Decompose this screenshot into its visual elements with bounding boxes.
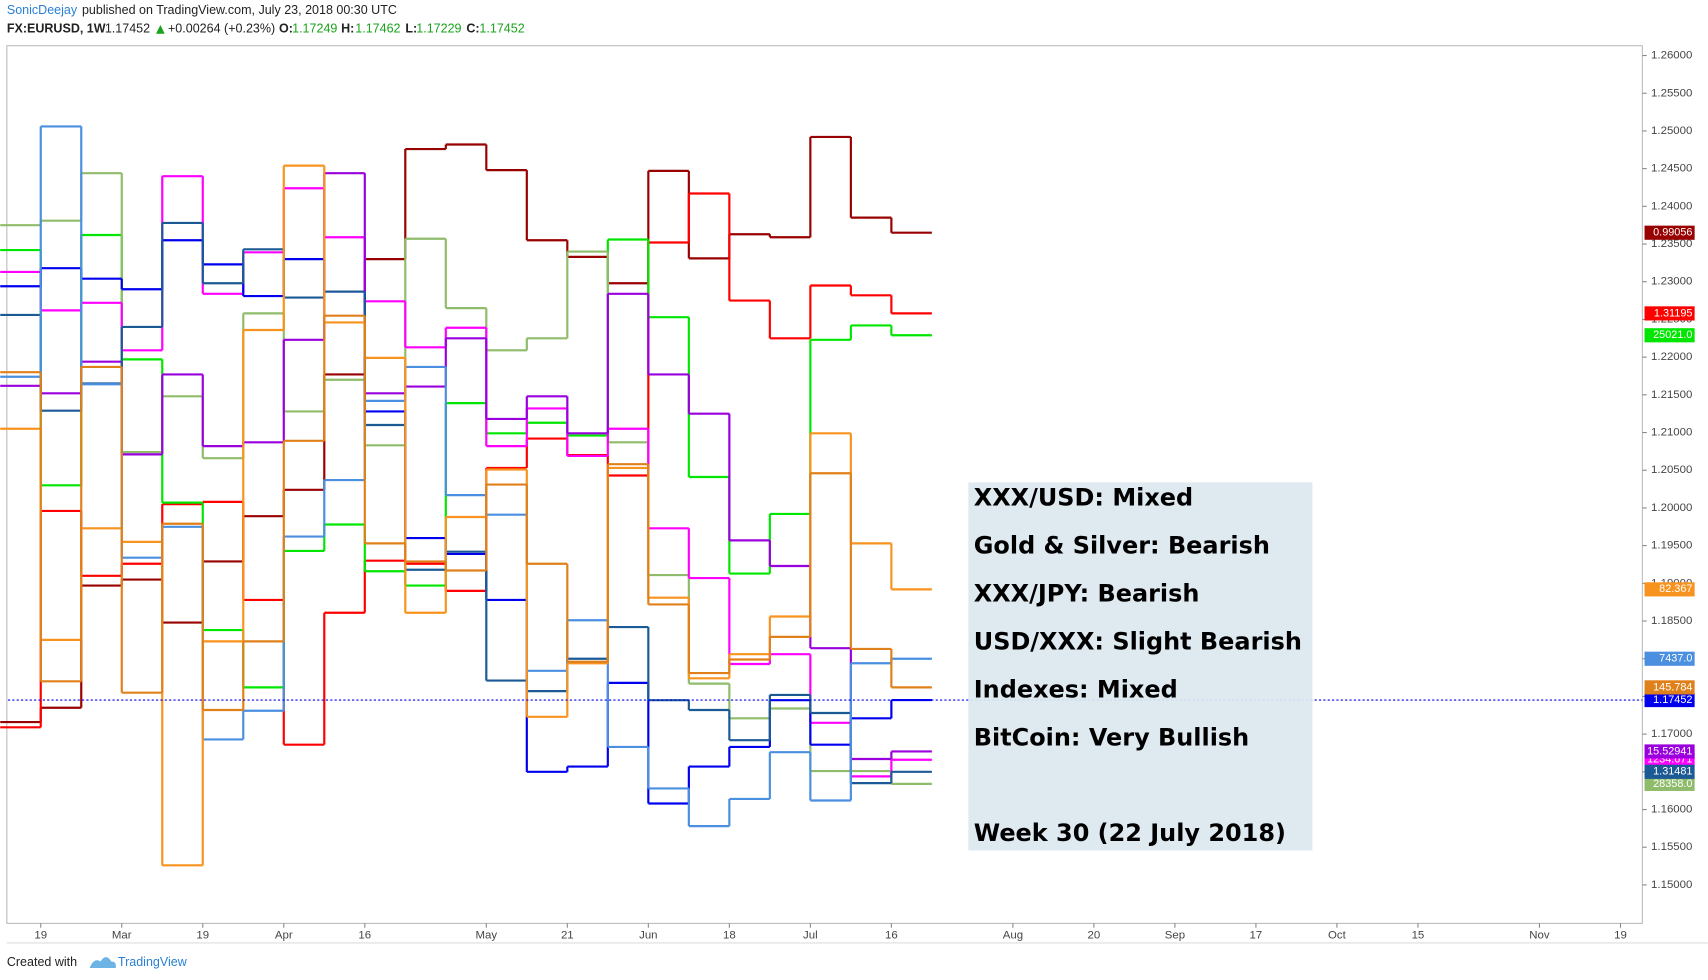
x-tick-label: 18 xyxy=(723,929,736,941)
x-tick-label: 20 xyxy=(1088,929,1101,941)
author[interactable]: SonicDeejay xyxy=(7,3,78,17)
x-tick-label: 21 xyxy=(561,929,574,941)
y-tick-label: 1.23500 xyxy=(1651,238,1692,250)
created-with: Created with xyxy=(7,955,77,969)
price-label: 15.52941 xyxy=(1647,745,1692,757)
price-label: 1.31481 xyxy=(1653,766,1692,778)
price-label-bg xyxy=(1644,328,1695,343)
price-label-bg xyxy=(1644,651,1695,666)
last-price: 1.17452 xyxy=(105,22,150,36)
y-tick-label: 1.20000 xyxy=(1651,502,1692,514)
price-label: 1.17452 xyxy=(1653,694,1692,706)
price-label-bg xyxy=(1644,764,1695,779)
ohlc-key: H: xyxy=(341,22,354,36)
annotation: BitCoin: Very Bullish xyxy=(974,723,1249,751)
annotation: Indexes: Mixed xyxy=(974,675,1178,703)
annotation: USD/XXX: Slight Bearish xyxy=(974,627,1302,655)
y-tick-label: 1.21000 xyxy=(1651,427,1692,439)
brand[interactable]: TradingView xyxy=(118,955,188,969)
price-label-bg xyxy=(1644,306,1695,321)
change: +0.00264 (+0.23%) xyxy=(168,22,275,36)
x-tick-label: May xyxy=(476,929,498,941)
ohlc-value: 1.17452 xyxy=(479,22,524,36)
ohlc-key: C: xyxy=(466,22,479,36)
y-tick-label: 1.21500 xyxy=(1651,389,1692,401)
x-tick-label: Aug xyxy=(1003,929,1023,941)
ohlc-value: 1.17462 xyxy=(355,22,400,36)
y-tick-label: 1.16000 xyxy=(1651,804,1692,816)
x-tick-label: 19 xyxy=(1614,929,1627,941)
price-label: 145.784 xyxy=(1653,681,1692,693)
x-tick-label: 19 xyxy=(34,929,47,941)
symbol: FX:EURUSD, 1W xyxy=(7,22,106,36)
x-tick-label: Apr xyxy=(275,929,293,941)
ohlc-value: 1.17229 xyxy=(416,22,461,36)
y-tick-label: 1.22000 xyxy=(1651,351,1692,363)
up-arrow xyxy=(156,25,165,34)
ohlc-key: O: xyxy=(279,22,293,36)
price-label-bg xyxy=(1644,225,1695,240)
plot: 1.150001.155001.160001.165001.170001.175… xyxy=(0,50,1695,941)
x-tick-label: Mar xyxy=(112,929,132,941)
ohlc-value: 1.17249 xyxy=(292,22,337,36)
y-tick-label: 1.25000 xyxy=(1651,125,1692,137)
price-label-bg xyxy=(1644,582,1695,597)
y-tick-label: 1.18500 xyxy=(1651,615,1692,627)
price-label: 82.367 xyxy=(1659,583,1692,595)
x-tick-label: 16 xyxy=(885,929,898,941)
x-tick-label: Oct xyxy=(1328,929,1347,941)
published: published on TradingView.com, July 23, 2… xyxy=(82,3,397,17)
annotation: XXX/JPY: Bearish xyxy=(974,580,1200,608)
y-tick-label: 1.24500 xyxy=(1651,163,1692,175)
annotation: Gold & Silver: Bearish xyxy=(974,532,1270,560)
x-tick-label: 16 xyxy=(358,929,371,941)
price-label-bg xyxy=(1644,776,1695,791)
ohlc-key: L: xyxy=(405,22,417,36)
x-tick-label: Sep xyxy=(1165,929,1185,941)
logo[interactable] xyxy=(89,957,116,969)
price-label: 7437.0 xyxy=(1659,653,1692,665)
annotation: XXX/USD: Mixed xyxy=(974,484,1193,512)
y-tick-label: 1.26000 xyxy=(1651,50,1692,62)
annotation: Week 30 (22 July 2018) xyxy=(974,819,1286,847)
price-label-bg xyxy=(1644,680,1695,695)
x-tick-label: Jul xyxy=(803,929,818,941)
x-tick-label: Nov xyxy=(1529,929,1550,941)
price-label: 0.99056 xyxy=(1653,227,1692,239)
y-tick-label: 1.25500 xyxy=(1651,87,1692,99)
y-tick-label: 1.20500 xyxy=(1651,464,1692,476)
y-tick-label: 1.19500 xyxy=(1651,540,1692,552)
price-label: 1.31195 xyxy=(1654,307,1693,319)
price-label: 25021.0 xyxy=(1653,329,1692,341)
price-label-bg xyxy=(1644,692,1695,708)
x-tick-label: 17 xyxy=(1250,929,1263,941)
y-tick-label: 1.17000 xyxy=(1651,728,1692,740)
y-tick-label: 1.23000 xyxy=(1651,276,1692,288)
x-tick-label: 15 xyxy=(1412,929,1425,941)
x-tick-label: 19 xyxy=(196,929,209,941)
annotation-box xyxy=(968,482,1313,851)
y-tick-label: 1.24000 xyxy=(1651,200,1692,212)
y-tick-label: 1.15000 xyxy=(1651,879,1692,891)
price-label-bg xyxy=(1644,744,1695,759)
plot-frame xyxy=(6,45,1643,924)
price-label: 28358.0 xyxy=(1653,778,1692,790)
y-tick-label: 1.15500 xyxy=(1651,841,1692,853)
x-tick-label: Jun xyxy=(639,929,657,941)
ohlc: O: 1.17249 H: 1.17462 L: 1.17229 C: 1.17452 xyxy=(279,22,525,36)
